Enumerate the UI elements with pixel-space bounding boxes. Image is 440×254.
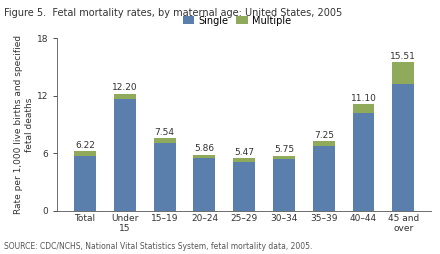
Bar xyxy=(194,155,215,158)
Bar xyxy=(313,146,335,211)
Text: 6.22: 6.22 xyxy=(75,141,95,150)
Bar xyxy=(392,84,414,211)
Bar xyxy=(114,99,136,211)
Bar xyxy=(74,151,96,156)
Bar xyxy=(352,104,374,113)
Text: 12.20: 12.20 xyxy=(112,83,138,92)
Y-axis label: Rate per 1,000 live births and specified
fetal deaths: Rate per 1,000 live births and specified… xyxy=(15,35,34,214)
Bar xyxy=(154,138,176,143)
Bar xyxy=(273,156,295,160)
Legend: Single, Multiple: Single, Multiple xyxy=(179,12,295,30)
Text: 7.25: 7.25 xyxy=(314,131,334,140)
Bar xyxy=(233,158,255,162)
Bar xyxy=(273,160,295,211)
Text: 7.54: 7.54 xyxy=(155,128,175,137)
Bar xyxy=(313,141,335,146)
Text: 11.10: 11.10 xyxy=(351,94,377,103)
Text: Figure 5.  Fetal mortality rates, by maternal age: United States, 2005: Figure 5. Fetal mortality rates, by mate… xyxy=(4,8,343,18)
Bar xyxy=(74,156,96,211)
Text: 15.51: 15.51 xyxy=(390,52,416,60)
Bar xyxy=(194,158,215,211)
Bar xyxy=(233,162,255,211)
Text: SOURCE: CDC/NCHS, National Vital Statistics System, fetal mortality data, 2005.: SOURCE: CDC/NCHS, National Vital Statist… xyxy=(4,243,313,251)
Text: 5.47: 5.47 xyxy=(234,148,254,157)
Text: 5.75: 5.75 xyxy=(274,145,294,154)
Text: 5.86: 5.86 xyxy=(194,144,214,153)
Bar xyxy=(154,143,176,211)
Bar xyxy=(352,113,374,211)
Bar xyxy=(114,94,136,99)
Bar xyxy=(392,62,414,84)
